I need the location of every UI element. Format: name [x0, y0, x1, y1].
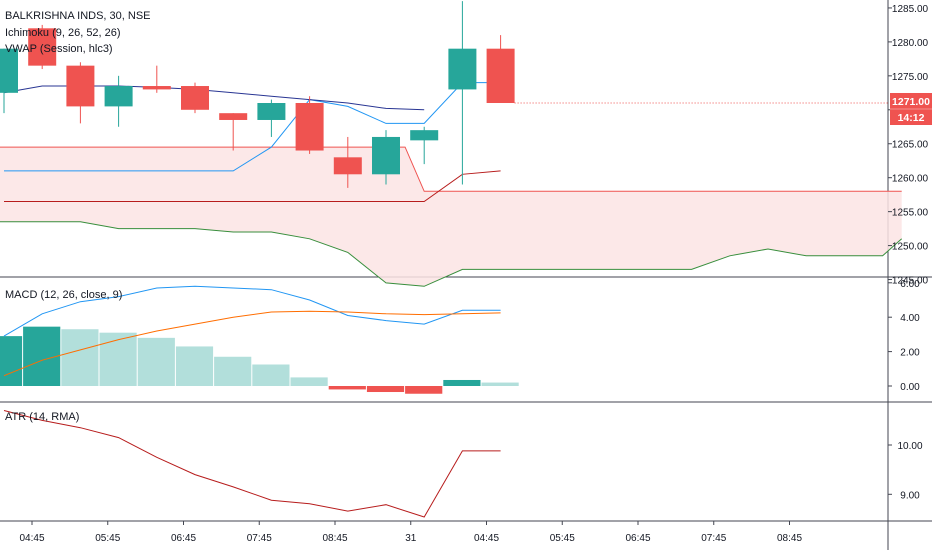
macd-histogram-bar [23, 326, 61, 386]
countdown-label: 14:12 [898, 112, 925, 124]
macd-histogram-bar [290, 377, 328, 386]
atr-line [3, 410, 501, 518]
time-tick-label: 08:45 [322, 533, 347, 544]
atr-axis-ticks[interactable]: 10.00 9.00 [888, 441, 923, 501]
cloud-fill [0, 147, 902, 287]
time-tick-label: 05:45 [95, 533, 120, 544]
macd-histogram-bar [405, 386, 443, 394]
time-tick-label: 06:45 [171, 533, 196, 544]
candle-body-up [0, 48, 18, 93]
atr-tick-label: 10.00 [897, 441, 922, 452]
macd-histogram [0, 326, 519, 394]
candle-body-down [219, 113, 248, 120]
macd-histogram-bar [214, 356, 252, 386]
candle-body-up [448, 48, 477, 90]
vwap-legend[interactable]: VWAP (Session, hlc3) [5, 43, 113, 55]
candle-body-up [257, 103, 286, 120]
tenkan-sen-line [4, 82, 501, 172]
macd-lines [3, 285, 501, 377]
macd-histogram-bar [481, 382, 519, 386]
macd-histogram-bar [443, 379, 481, 386]
price-tick-label: 1275.00 [892, 72, 929, 83]
macd-tick-label: 0.00 [900, 382, 920, 393]
macd-tick-label: 6.00 [900, 279, 920, 290]
senkou-span-b-line [0, 221, 903, 287]
candle-body-down [295, 103, 324, 151]
time-tick-label: 31 [405, 533, 417, 544]
ichimoku-legend[interactable]: Ichimoku (9, 26, 52, 26) [5, 27, 121, 39]
macd-histogram-bar [366, 386, 405, 393]
atr-tick-label: 9.00 [900, 490, 920, 501]
candle-body-down [181, 86, 209, 110]
macd-histogram-bar [61, 329, 99, 386]
symbol-title[interactable]: BALKRISHNA INDS, 30, NSE [5, 10, 151, 22]
macd-histogram-bar [137, 337, 175, 386]
price-tick-label: 1280.00 [892, 38, 929, 49]
kijun-sen-line [4, 170, 501, 202]
price-axis-ticks[interactable]: 1285.001280.001275.001270.001265.001260.… [888, 4, 929, 287]
candle-body-down [28, 28, 57, 66]
time-axis-ticks[interactable]: 04:45 05:45 06:45 07:45 08:45 31 04:45 05:45 06:… [19, 521, 802, 544]
atr-legend[interactable]: ATR (14, RMA) [5, 411, 79, 423]
price-tick-label: 1255.00 [892, 208, 929, 219]
price-tick-label: 1265.00 [892, 140, 929, 151]
macd-axis-ticks[interactable]: 6.00 4.00 2.00 0.00 [888, 279, 920, 393]
macd-legend[interactable]: MACD (12, 26, close, 9) [5, 289, 122, 301]
time-tick-label: 06:45 [625, 533, 650, 544]
time-tick-label: 05:45 [550, 533, 575, 544]
signal-line [3, 310, 501, 377]
time-tick-label: 08:45 [777, 533, 802, 544]
ichimoku-lines [4, 82, 501, 202]
legend-main: BALKRISHNA INDS, 30, NSE Ichimoku (9, 26… [5, 10, 151, 55]
time-tick-label: 04:45 [19, 533, 44, 544]
macd-histogram-bar [328, 386, 366, 390]
candles[interactable] [0, 1, 515, 188]
candle-body-up [410, 130, 439, 141]
last-price-label: 1271.00 [892, 96, 930, 108]
candle-body-down [333, 157, 362, 175]
candle-body-down [486, 48, 515, 103]
macd-histogram-bar [252, 364, 290, 386]
ichimoku-cloud [0, 146, 903, 287]
senkou-span-a-line [0, 146, 902, 192]
time-tick-label: 04:45 [474, 533, 499, 544]
price-tick-label: 1245.00 [892, 276, 929, 287]
atr-line-group [3, 410, 501, 518]
time-tick-label: 07:45 [247, 533, 272, 544]
macd-tick-label: 4.00 [900, 313, 920, 324]
candle-body-up [372, 136, 400, 175]
macd-histogram-bar [175, 346, 214, 386]
candle-body-down [142, 86, 171, 90]
macd-tick-label: 2.00 [900, 348, 920, 359]
candle-body-down [66, 65, 95, 107]
macd-histogram-bar [0, 336, 23, 386]
price-tick-label: 1250.00 [892, 242, 929, 253]
macd-histogram-bar [99, 332, 137, 386]
macd-line [3, 285, 501, 337]
candle-body-up [104, 86, 133, 107]
price-tick-label: 1285.00 [892, 4, 929, 15]
time-tick-label: 07:45 [701, 533, 726, 544]
price-tick-label: 1260.00 [892, 174, 929, 185]
last-price-marker: 1271.00 14:12 [890, 93, 932, 125]
